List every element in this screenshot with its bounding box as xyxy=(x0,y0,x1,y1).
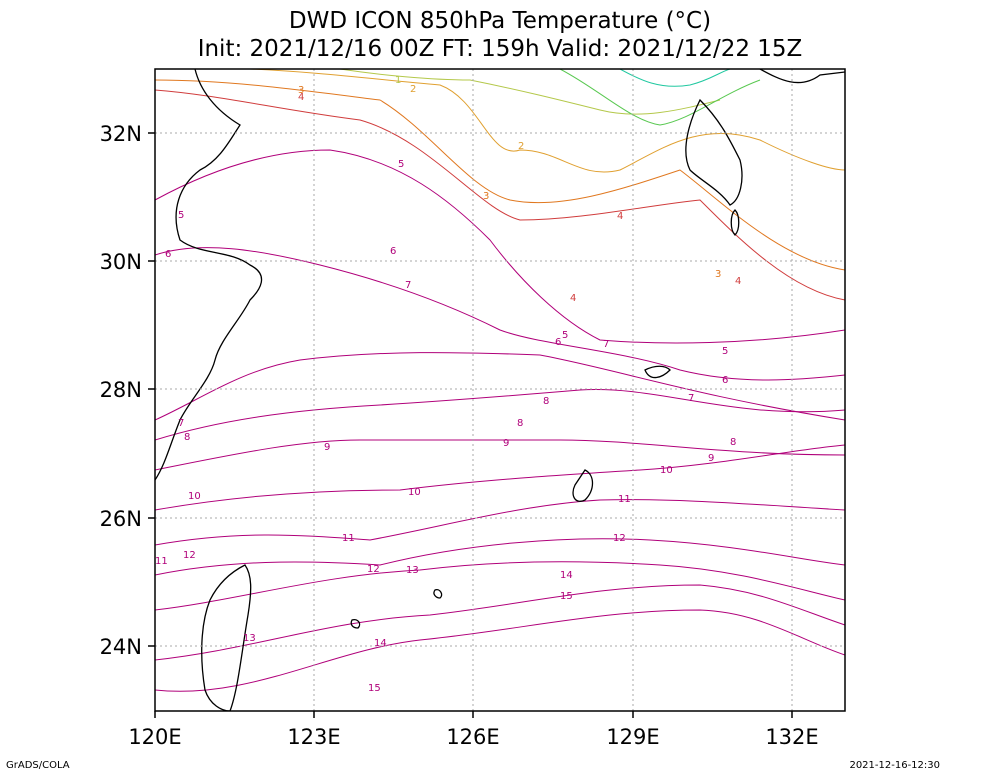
lon-label: 132E xyxy=(765,725,818,749)
contour-label: 7 xyxy=(178,418,184,429)
isotherm-11 xyxy=(155,499,845,546)
contour-label: 6 xyxy=(390,246,396,257)
contour-label: 4 xyxy=(570,293,576,304)
map-frame xyxy=(154,68,846,712)
isotherm-13 xyxy=(155,561,845,611)
isotherm-15 xyxy=(155,609,845,692)
lon-label: 126E xyxy=(446,725,499,749)
isotherm-7 xyxy=(155,352,845,421)
contour-label: 10 xyxy=(660,465,673,476)
contour-label: 13 xyxy=(406,565,419,576)
contour-label: 11 xyxy=(342,533,355,544)
contour-label: 1 xyxy=(395,75,401,86)
contour-label: 4 xyxy=(298,92,304,103)
contour-label: 15 xyxy=(560,591,573,602)
contour-label: 8 xyxy=(517,418,523,429)
coastline-kyushu xyxy=(685,98,743,206)
contour-label: 5 xyxy=(178,210,184,221)
contour-label: 12 xyxy=(367,564,380,575)
isotherm-9 xyxy=(155,439,845,471)
contour-label: 8 xyxy=(184,432,190,443)
contour-label: 3 xyxy=(715,269,721,280)
contour-label: 2 xyxy=(410,84,416,95)
coastline-taiwan xyxy=(201,564,252,711)
isotherm-14 xyxy=(155,584,845,661)
contour-label: 10 xyxy=(408,487,421,498)
contour-label: 5 xyxy=(562,330,568,341)
contour-label: 6 xyxy=(555,337,561,348)
contour-label: 13 xyxy=(243,633,256,644)
footer-left: GrADS/COLA xyxy=(6,760,70,771)
isotherm-10 xyxy=(155,444,845,511)
coastline-china xyxy=(155,69,263,481)
contour-label: 3 xyxy=(483,191,489,202)
island-miyako xyxy=(350,618,361,629)
contour-label: 5 xyxy=(722,346,728,357)
isotherm-0 xyxy=(559,69,761,126)
contour-label: 5 xyxy=(398,159,404,170)
graticule xyxy=(155,69,845,711)
contour-label: 15 xyxy=(368,683,381,694)
contour-label: 11 xyxy=(618,494,631,505)
isotherm-5 xyxy=(155,149,845,344)
lat-label: 24N xyxy=(100,635,142,659)
isotherm-2 xyxy=(249,69,845,173)
contour-label: 2 xyxy=(518,141,524,152)
island-tanegashima xyxy=(730,209,740,236)
contour-label: 12 xyxy=(613,533,626,544)
lat-label: 26N xyxy=(100,507,142,531)
lat-label: 30N xyxy=(100,250,142,274)
contour-label: 7 xyxy=(405,280,411,291)
contour-label: 8 xyxy=(730,437,736,448)
coastline-shikoku xyxy=(759,69,845,84)
island-okinawa xyxy=(572,469,594,502)
footer-timestamp: 2021-12-16-12:30 xyxy=(849,760,940,771)
isotherm-4 xyxy=(155,89,845,301)
map-subtitle: Init: 2021/12/16 00Z FT: 159h Valid: 202… xyxy=(197,36,803,62)
island-amami xyxy=(644,365,671,379)
contour-label: 6 xyxy=(165,249,171,260)
contour-label: 12 xyxy=(183,550,196,561)
contour-label: 6 xyxy=(722,375,728,386)
contour-label: 9 xyxy=(324,442,330,453)
contour-label: 4 xyxy=(735,276,741,287)
lat-label: 28N xyxy=(100,378,142,402)
contour-label: 4 xyxy=(617,211,623,222)
map-title: DWD ICON 850hPa Temperature (°C) xyxy=(288,8,712,34)
isotherm-12 xyxy=(155,538,845,576)
lon-label: 120E xyxy=(128,725,181,749)
contour-label: 14 xyxy=(374,638,387,649)
lon-label: 123E xyxy=(287,725,340,749)
lon-label: 129E xyxy=(606,725,659,749)
contour-label: 14 xyxy=(560,570,573,581)
isotherm-6 xyxy=(155,247,845,381)
contour-label: 9 xyxy=(503,438,509,449)
contour-label: 11 xyxy=(155,556,168,567)
isotherm-3 xyxy=(155,79,845,271)
contour-label: 3 xyxy=(298,85,304,96)
isotherm-1 xyxy=(339,69,721,115)
contour-label: 8 xyxy=(543,396,549,407)
contour-label: 7 xyxy=(688,393,694,404)
isotherm-8 xyxy=(155,389,845,441)
contour-label: 9 xyxy=(708,453,714,464)
island-yaeyama xyxy=(433,589,443,599)
contour-label: 10 xyxy=(188,491,201,502)
contour-label: 7 xyxy=(603,339,609,350)
lat-label: 32N xyxy=(100,122,142,146)
isotherm-neg1 xyxy=(619,69,731,87)
